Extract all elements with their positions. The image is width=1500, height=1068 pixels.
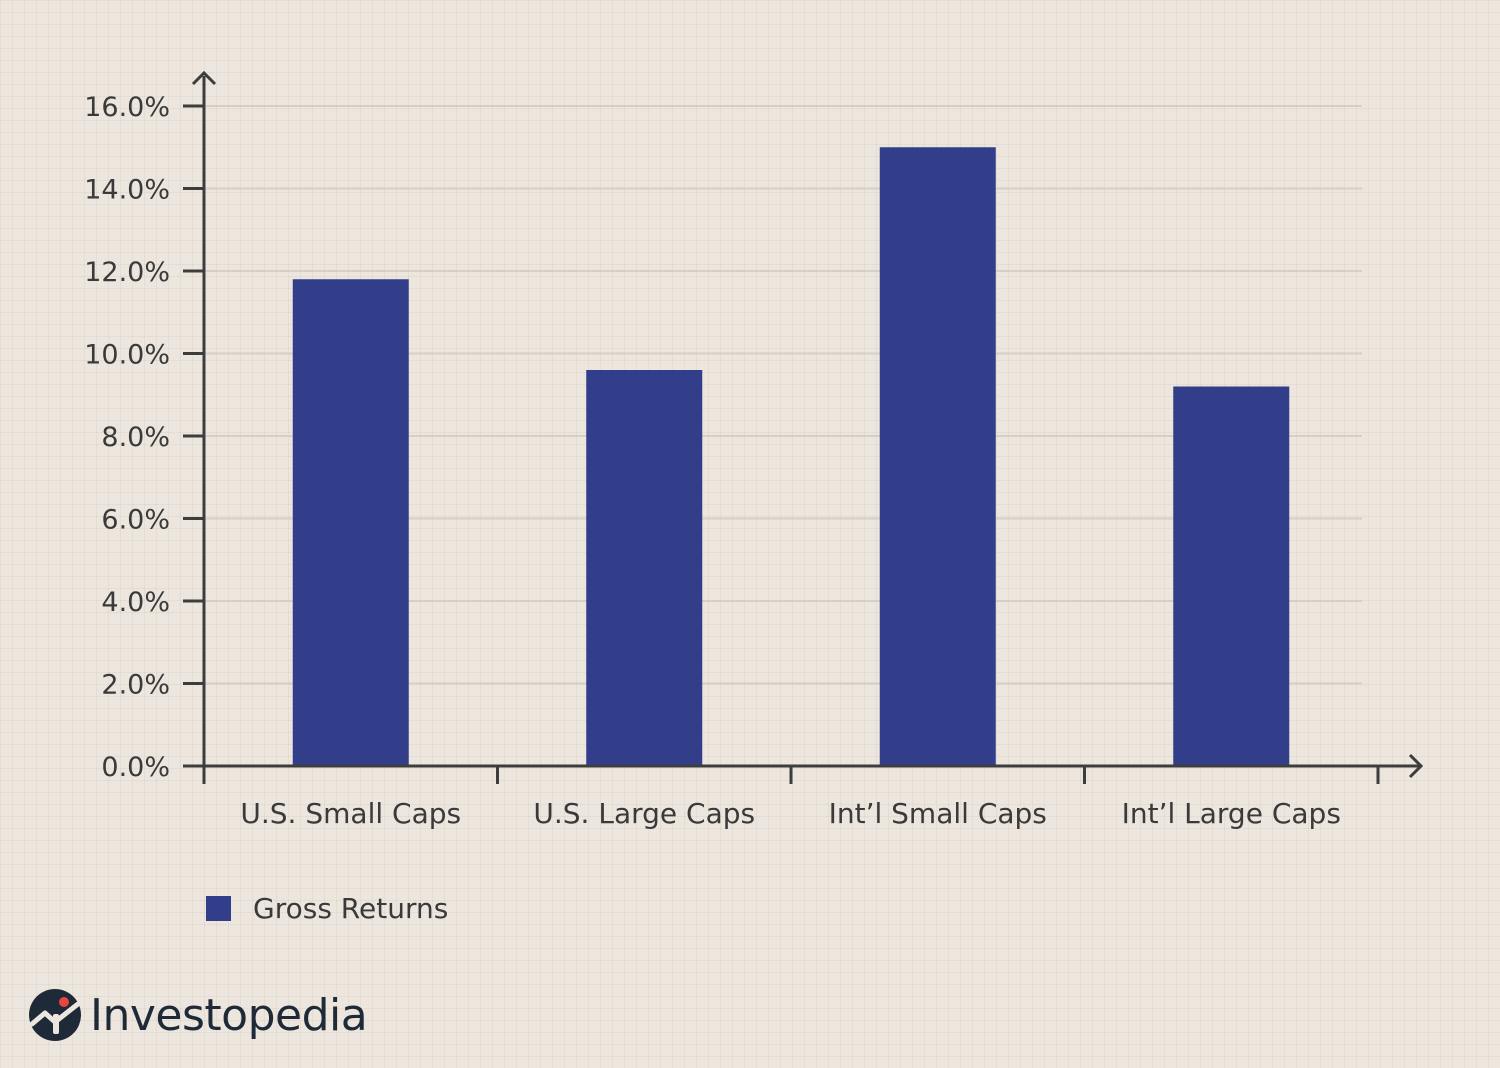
x-tick-label: U.S. Small Caps: [240, 797, 461, 830]
y-tick-label: 2.0%: [101, 670, 170, 701]
investopedia-logo-icon: [29, 989, 81, 1041]
x-ticks: U.S. Small Caps U.S. Large Caps Int’l Smal…: [202, 766, 1380, 830]
y-tick-label: 0.0%: [101, 752, 170, 783]
legend-label: Gross Returns: [253, 892, 449, 925]
x-tick-label: U.S. Large Caps: [533, 797, 755, 830]
legend-swatch: [206, 896, 231, 921]
bar: [1173, 386, 1290, 766]
bar: [879, 147, 996, 766]
axes: [191, 70, 1424, 779]
y-tick-label: 6.0%: [101, 505, 170, 536]
x-tick-label: Int’l Large Caps: [1122, 797, 1341, 830]
y-tick-label: 14.0%: [84, 175, 170, 206]
y-tick-label: 16.0%: [84, 92, 170, 123]
y-tick-label: 4.0%: [101, 587, 170, 618]
bar: [292, 279, 409, 766]
bars: [292, 147, 1290, 766]
y-tick-label: 10.0%: [84, 340, 170, 371]
logo-text: Investopedia: [90, 989, 368, 1041]
brand-logo: Investopedia: [28, 988, 368, 1042]
y-tick-label: 8.0%: [101, 422, 170, 453]
bar: [586, 370, 703, 766]
x-tick-label: Int’l Small Caps: [829, 797, 1047, 830]
y-ticks: 0.0% 2.0% 4.0% 6.0% 8.0% 10.0% 12.0% 14.0% 16.0%: [84, 92, 204, 783]
x-axis-arrow: [1408, 753, 1424, 779]
y-tick-label: 12.0%: [84, 257, 170, 288]
y-axis-arrow: [191, 70, 217, 86]
legend: Gross Returns: [206, 892, 448, 925]
